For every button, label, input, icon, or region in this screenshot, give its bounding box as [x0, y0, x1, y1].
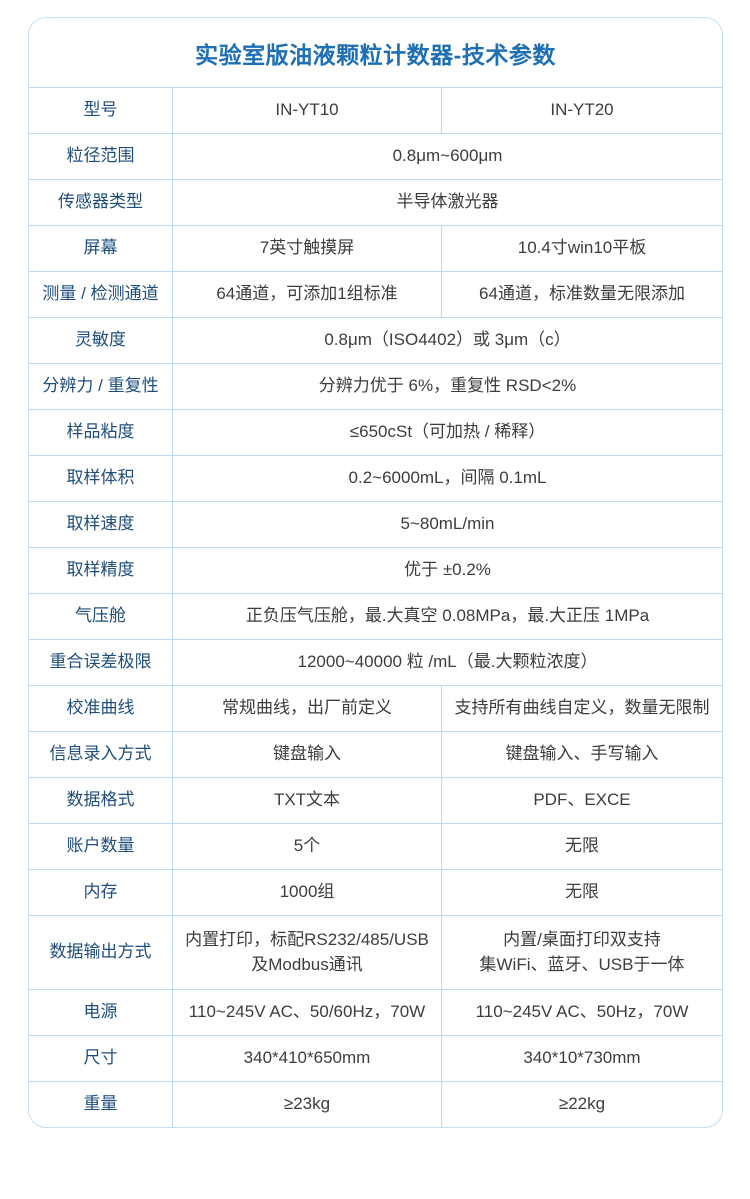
spec-label: 账户数量 [29, 823, 173, 869]
spec-value-yt10: TXT文本 [173, 777, 442, 823]
table-row: 数据格式 TXT文本 PDF、EXCE [29, 777, 722, 823]
spec-label: 重量 [29, 1081, 173, 1127]
spec-value-both-models: 0.8μm~600μm [173, 133, 722, 179]
spec-label: 粒径范围 [29, 133, 173, 179]
table-row: 分辨力 / 重复性 分辨力优于 6%，重复性 RSD<2% [29, 363, 722, 409]
spec-value-both-models: 半导体激光器 [173, 179, 722, 225]
spec-value-yt20: 支持所有曲线自定义，数量无限制 [442, 685, 722, 731]
table-row: 型号 IN-YT10 IN-YT20 [29, 87, 722, 133]
table-row: 灵敏度 0.8μm（ISO4402）或 3μm（c） [29, 317, 722, 363]
spec-label: 信息录入方式 [29, 731, 173, 777]
spec-label: 屏幕 [29, 225, 173, 271]
spec-label: 型号 [29, 87, 173, 133]
spec-label: 内存 [29, 869, 173, 915]
spec-value-both-models: 优于 ±0.2% [173, 547, 722, 593]
spec-value-yt10: 1000组 [173, 869, 442, 915]
spec-value-both-models: 0.2~6000mL，间隔 0.1mL [173, 455, 722, 501]
spec-label: 电源 [29, 989, 173, 1035]
table-row: 内存 1000组 无限 [29, 869, 722, 915]
table-row: 粒径范围 0.8μm~600μm [29, 133, 722, 179]
spec-label: 数据输出方式 [29, 915, 173, 989]
spec-table-card: 实验室版油液颗粒计数器-技术参数 型号 IN-YT10 IN-YT20 粒径范围 … [28, 17, 723, 1128]
spec-label: 测量 / 检测通道 [29, 271, 173, 317]
spec-value-yt20: 340*10*730mm [442, 1035, 722, 1081]
table-row: 账户数量 5个 无限 [29, 823, 722, 869]
table-row: 尺寸 340*410*650mm 340*10*730mm [29, 1035, 722, 1081]
table-row: 取样精度 优于 ±0.2% [29, 547, 722, 593]
table-row: 重合误差极限 12000~40000 粒 /mL（最.大颗粒浓度） [29, 639, 722, 685]
spec-label: 传感器类型 [29, 179, 173, 225]
spec-value-yt10: 键盘输入 [173, 731, 442, 777]
spec-value-both-models: ≤650cSt（可加热 / 稀释） [173, 409, 722, 455]
spec-label: 取样体积 [29, 455, 173, 501]
spec-value-both-models: 12000~40000 粒 /mL（最.大颗粒浓度） [173, 639, 722, 685]
spec-value-yt10: 64通道，可添加1组标准 [173, 271, 442, 317]
spec-label: 气压舱 [29, 593, 173, 639]
spec-value-both-models: 分辨力优于 6%，重复性 RSD<2% [173, 363, 722, 409]
table-row: 校准曲线 常规曲线，出厂前定义 支持所有曲线自定义，数量无限制 [29, 685, 722, 731]
spec-label: 数据格式 [29, 777, 173, 823]
table-row: 屏幕 7英寸触摸屏 10.4寸win10平板 [29, 225, 722, 271]
spec-label: 取样精度 [29, 547, 173, 593]
spec-value-both-models: 5~80mL/min [173, 501, 722, 547]
table-row: 重量 ≥23kg ≥22kg [29, 1081, 722, 1127]
table-row: 测量 / 检测通道 64通道，可添加1组标准 64通道，标准数量无限添加 [29, 271, 722, 317]
spec-value-yt20: 无限 [442, 823, 722, 869]
spec-label: 分辨力 / 重复性 [29, 363, 173, 409]
spec-value-yt20: IN-YT20 [442, 87, 722, 133]
spec-label: 尺寸 [29, 1035, 173, 1081]
spec-value-yt10: 5个 [173, 823, 442, 869]
table-row: 信息录入方式 键盘输入 键盘输入、手写输入 [29, 731, 722, 777]
table-row: 数据输出方式 内置打印，标配RS232/485/USB 及Modbus通讯 内置/… [29, 915, 722, 989]
table-row: 取样体积 0.2~6000mL，间隔 0.1mL [29, 455, 722, 501]
spec-label: 校准曲线 [29, 685, 173, 731]
spec-value-yt20: 内置/桌面打印双支持 集WiFi、蓝牙、USB于一体 [442, 915, 722, 989]
spec-value-yt20: PDF、EXCE [442, 777, 722, 823]
spec-label: 重合误差极限 [29, 639, 173, 685]
spec-value-both-models: 正负压气压舱，最.大真空 0.08MPa，最.大正压 1MPa [173, 593, 722, 639]
spec-value-yt20: 键盘输入、手写输入 [442, 731, 722, 777]
spec-value-yt20: 110~245V AC、50Hz，70W [442, 989, 722, 1035]
table-row: 样品粘度 ≤650cSt（可加热 / 稀释） [29, 409, 722, 455]
spec-label: 取样速度 [29, 501, 173, 547]
spec-value-yt10: 常规曲线，出厂前定义 [173, 685, 442, 731]
spec-table-body: 型号 IN-YT10 IN-YT20 粒径范围 0.8μm~600μm 传感器类型… [29, 87, 722, 1127]
table-row: 气压舱 正负压气压舱，最.大真空 0.08MPa，最.大正压 1MPa [29, 593, 722, 639]
spec-label: 灵敏度 [29, 317, 173, 363]
spec-label: 样品粘度 [29, 409, 173, 455]
spec-value-both-models: 0.8μm（ISO4402）或 3μm（c） [173, 317, 722, 363]
table-row: 电源 110~245V AC、50/60Hz，70W 110~245V AC、50… [29, 989, 722, 1035]
spec-value-yt10: 110~245V AC、50/60Hz，70W [173, 989, 442, 1035]
spec-value-yt20: 无限 [442, 869, 722, 915]
spec-value-yt10: IN-YT10 [173, 87, 442, 133]
table-row: 传感器类型 半导体激光器 [29, 179, 722, 225]
spec-value-yt20: ≥22kg [442, 1081, 722, 1127]
spec-value-yt10: ≥23kg [173, 1081, 442, 1127]
spec-value-yt20: 10.4寸win10平板 [442, 225, 722, 271]
spec-value-yt10: 内置打印，标配RS232/485/USB 及Modbus通讯 [173, 915, 442, 989]
spec-value-yt10: 7英寸触摸屏 [173, 225, 442, 271]
spec-value-yt10: 340*410*650mm [173, 1035, 442, 1081]
table-row: 取样速度 5~80mL/min [29, 501, 722, 547]
spec-value-yt20: 64通道，标准数量无限添加 [442, 271, 722, 317]
page-title: 实验室版油液颗粒计数器-技术参数 [195, 41, 556, 68]
